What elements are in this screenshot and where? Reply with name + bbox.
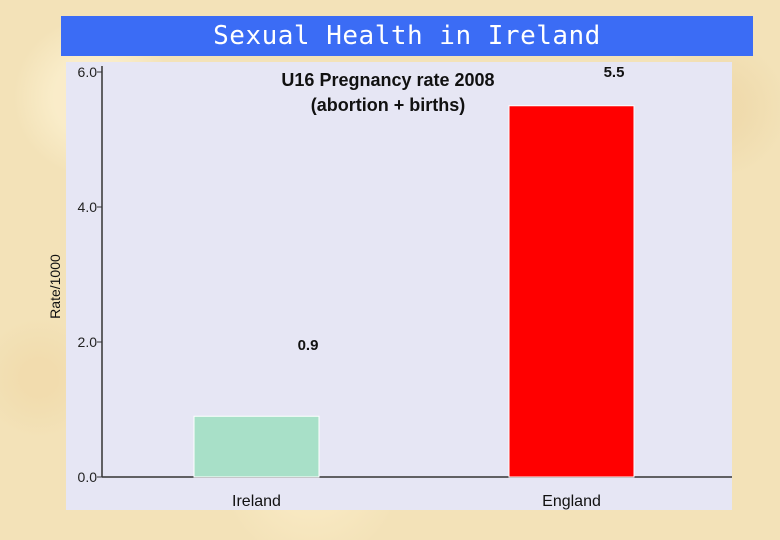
labels: Ireland England 0.9 5.5 U16 Pregnancy rate 2… bbox=[232, 64, 624, 510]
y-tick-label: 6.0 bbox=[78, 64, 98, 80]
x-category-label: Ireland bbox=[232, 493, 281, 510]
bars bbox=[193, 105, 635, 478]
slide-title: Sexual Health in Ireland bbox=[213, 21, 601, 51]
y-tick-label: 0.0 bbox=[78, 469, 98, 485]
y-tick-label: 2.0 bbox=[78, 334, 98, 350]
data-label: 0.9 bbox=[298, 337, 319, 354]
data-label: 5.5 bbox=[604, 64, 625, 81]
bar-ireland bbox=[193, 415, 320, 478]
y-tick-label: 4.0 bbox=[78, 199, 98, 215]
chart-title-line: (abortion + births) bbox=[311, 95, 466, 115]
y-axis-label: Rate/1000 bbox=[47, 254, 63, 319]
bar-england bbox=[508, 105, 635, 478]
slide-title-banner: Sexual Health in Ireland bbox=[61, 16, 753, 56]
x-category-label: England bbox=[542, 493, 601, 510]
chart-title-line: U16 Pregnancy rate 2008 bbox=[281, 70, 494, 90]
